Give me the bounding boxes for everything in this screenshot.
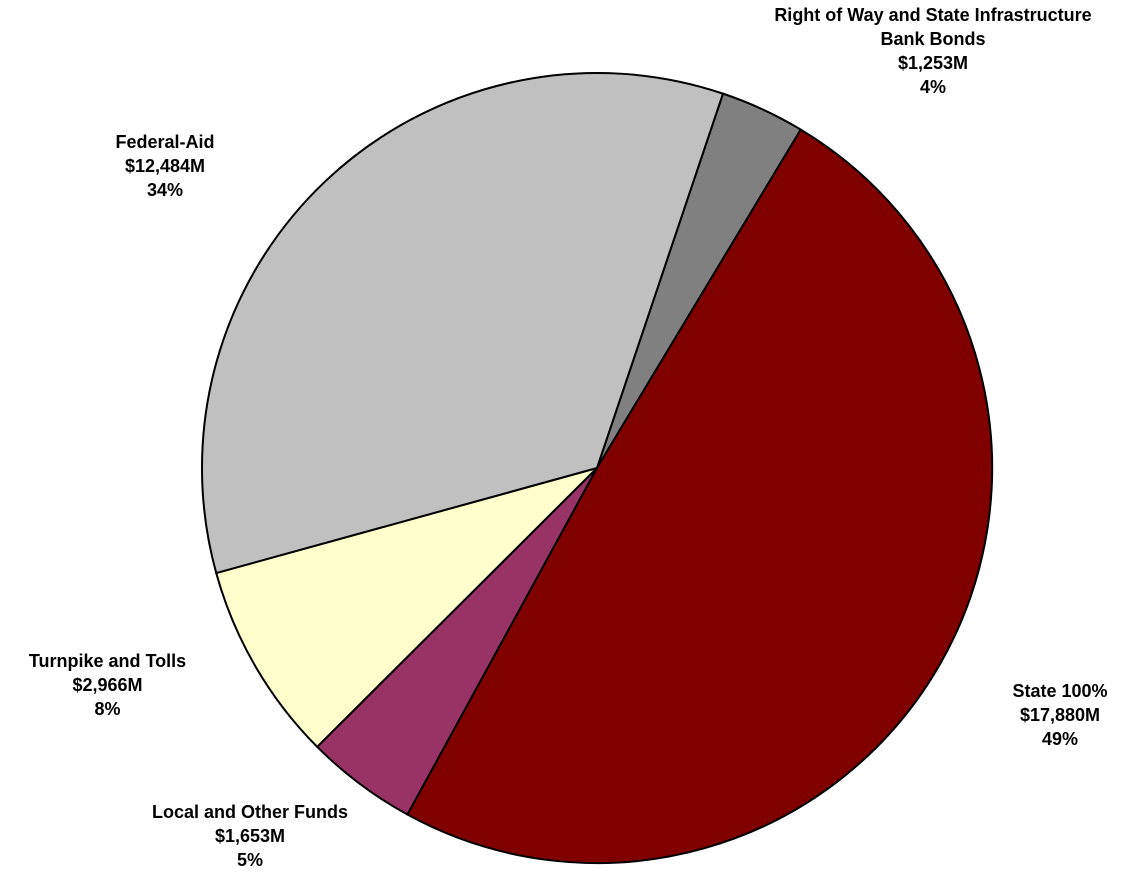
pie-slice-turnpike-and-tolls — [215, 467, 598, 748]
data-label-name: Right of Way and State Infrastructure Ba… — [774, 5, 1092, 49]
data-label-name: Turnpike and Tolls — [28, 651, 187, 671]
data-label-value: $12,484M — [124, 156, 206, 176]
data-label-name: Local and Other Funds — [151, 802, 348, 822]
pie-slice-federal-aid — [201, 72, 724, 575]
data-label-name: Federal-Aid — [115, 132, 215, 152]
data-label-percent: 5% — [236, 850, 263, 870]
data-label-percent: 4% — [919, 77, 946, 97]
data-label-right-of-way: Right of Way and State Infrastructure Ba… — [738, 3, 1121, 99]
data-label-percent: 34% — [146, 180, 184, 200]
data-label-percent: 49% — [1041, 729, 1079, 749]
data-label-state-100: State 100% $17,880M 49% — [950, 679, 1121, 751]
data-label-percent: 8% — [94, 699, 121, 719]
data-label-value: $1,653M — [214, 826, 286, 846]
data-label-federal-aid: Federal-Aid $12,484M 34% — [60, 130, 270, 202]
pie-slice-state-100 — [406, 128, 994, 865]
pie-slices — [201, 72, 994, 865]
data-label-value: $17,880M — [1019, 705, 1101, 725]
data-label-value: $2,966M — [72, 675, 143, 695]
data-label-turnpike-and-tolls: Turnpike and Tolls $2,966M 8% — [0, 649, 215, 721]
data-label-local-and-other-funds: Local and Other Funds $1,653M 5% — [110, 800, 390, 872]
data-label-value: $1,253M — [897, 53, 969, 73]
data-label-name: State 100% — [1012, 681, 1108, 701]
